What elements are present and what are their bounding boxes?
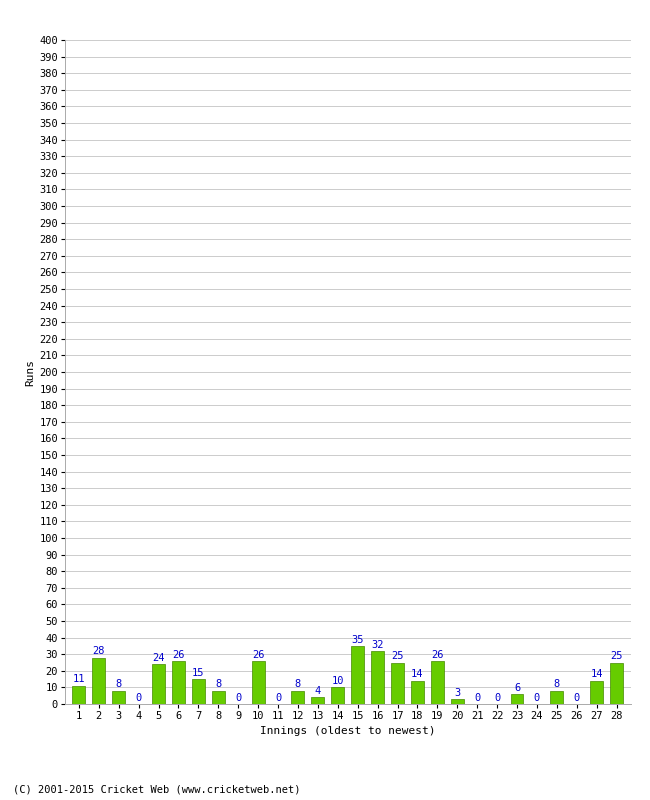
Bar — [610, 662, 623, 704]
Text: 0: 0 — [573, 693, 580, 702]
Text: 6: 6 — [514, 682, 520, 693]
Bar — [212, 690, 225, 704]
Text: 0: 0 — [235, 693, 241, 702]
Bar — [391, 662, 404, 704]
Bar — [172, 661, 185, 704]
Text: 0: 0 — [275, 693, 281, 702]
Bar — [252, 661, 265, 704]
Text: 8: 8 — [295, 679, 301, 690]
Bar — [72, 686, 85, 704]
Bar — [411, 681, 424, 704]
Text: 3: 3 — [454, 688, 460, 698]
X-axis label: Innings (oldest to newest): Innings (oldest to newest) — [260, 726, 436, 737]
Text: 14: 14 — [590, 670, 603, 679]
Bar — [192, 679, 205, 704]
Text: 35: 35 — [352, 634, 364, 645]
Text: 8: 8 — [554, 679, 560, 690]
Text: 26: 26 — [252, 650, 265, 659]
Bar — [451, 699, 463, 704]
Text: 14: 14 — [411, 670, 424, 679]
Text: 0: 0 — [534, 693, 540, 702]
Text: 8: 8 — [215, 679, 222, 690]
Bar — [431, 661, 444, 704]
Bar — [551, 690, 564, 704]
Bar — [590, 681, 603, 704]
Text: 24: 24 — [152, 653, 165, 663]
Bar — [92, 658, 105, 704]
Bar — [510, 694, 523, 704]
Bar — [152, 664, 165, 704]
Text: 26: 26 — [431, 650, 443, 659]
Text: 15: 15 — [192, 668, 205, 678]
Text: 0: 0 — [136, 693, 142, 702]
Bar — [291, 690, 304, 704]
Text: 8: 8 — [116, 679, 122, 690]
Text: 0: 0 — [494, 693, 500, 702]
Bar — [311, 698, 324, 704]
Text: 32: 32 — [371, 639, 384, 650]
Text: 25: 25 — [610, 651, 623, 661]
Bar — [112, 690, 125, 704]
Bar — [371, 651, 384, 704]
Text: 28: 28 — [92, 646, 105, 656]
Text: (C) 2001-2015 Cricket Web (www.cricketweb.net): (C) 2001-2015 Cricket Web (www.cricketwe… — [13, 784, 300, 794]
Y-axis label: Runs: Runs — [25, 358, 35, 386]
Bar — [332, 687, 344, 704]
Text: 4: 4 — [315, 686, 321, 696]
Text: 10: 10 — [332, 676, 344, 686]
Text: 26: 26 — [172, 650, 185, 659]
Text: 0: 0 — [474, 693, 480, 702]
Text: 25: 25 — [391, 651, 404, 661]
Text: 11: 11 — [73, 674, 85, 685]
Bar — [351, 646, 364, 704]
